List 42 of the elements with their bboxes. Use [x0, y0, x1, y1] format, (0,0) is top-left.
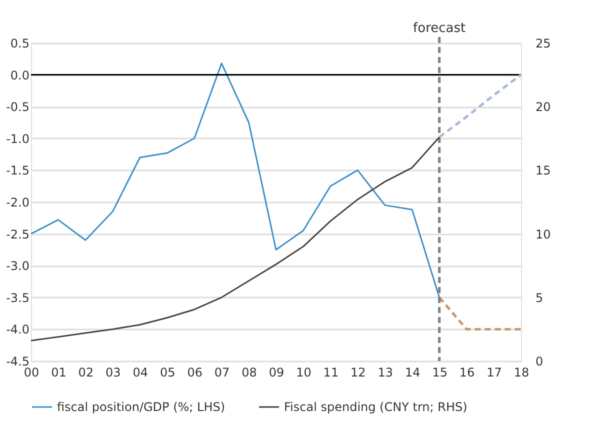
x-tick-label: 13	[378, 366, 394, 380]
y-tick-label: -4.5	[6, 354, 30, 368]
x-tick-label: 00	[24, 366, 40, 380]
x-tick-label: 16	[459, 366, 475, 380]
ref-line-label: forecast	[413, 21, 466, 36]
legend-label: Fiscal spending (CNY trn; RHS)	[284, 400, 468, 414]
y-tick-label: -4.0	[6, 322, 30, 337]
y-tick-label: -1.0	[6, 132, 30, 146]
legend-label: fiscal position/GDP (%; LHS)	[57, 400, 226, 414]
line-series	[438, 74, 522, 138]
x-tick-label: 11	[323, 366, 339, 380]
y-tick-label: -2.0	[6, 196, 30, 210]
x-tick-label: 14	[404, 366, 420, 380]
y2-tick-label: 0	[536, 354, 544, 368]
y2-tick-label: 5	[536, 290, 544, 305]
y2-tick-label: 20	[536, 100, 551, 114]
y2-tick-label: 15	[536, 164, 551, 178]
x-tick-label: 07	[214, 366, 230, 380]
y-tick-label: 0.5	[10, 36, 30, 50]
x-tick-label: 03	[106, 366, 121, 380]
x-tick-label: 01	[51, 366, 66, 380]
y-tick-label: -3.5	[6, 290, 30, 305]
y2-tick-label: 10	[536, 227, 551, 242]
x-tick-label: 06	[187, 366, 202, 380]
x-tick-label: 04	[132, 366, 148, 380]
y2-tick-label: 25	[536, 36, 551, 50]
y-tick-label: -1.5	[6, 164, 30, 178]
x-tick-label: 18	[514, 366, 530, 380]
y-tick-label: -2.5	[6, 227, 30, 242]
x-tick-label: 08	[242, 366, 257, 380]
y-tick-label: 0.0	[10, 68, 30, 82]
x-tick-label: 15	[432, 366, 448, 380]
x-tick-label: 05	[160, 366, 176, 380]
line-series	[30, 136, 440, 342]
line-series	[30, 62, 440, 298]
x-tick-label: 02	[78, 366, 94, 380]
y-tick-label: -3.0	[6, 259, 30, 274]
x-tick-label: 10	[296, 366, 312, 380]
y-tick-label: -0.5	[6, 100, 30, 114]
x-tick-label: 12	[350, 366, 366, 380]
x-tick-label: 17	[486, 366, 502, 380]
x-tick-label: 09	[268, 366, 284, 380]
